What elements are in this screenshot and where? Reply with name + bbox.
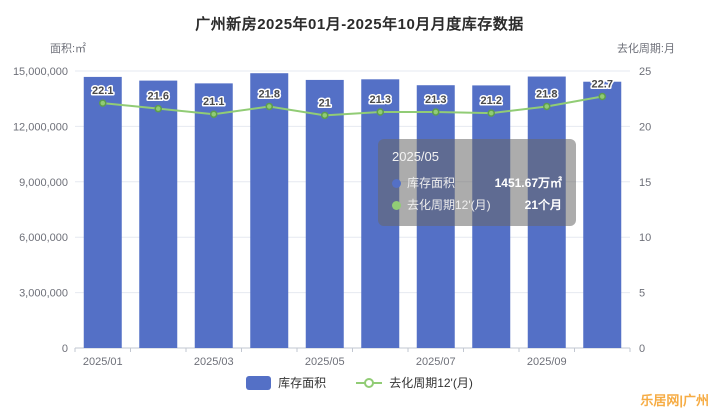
svg-text:2025/03: 2025/03 (194, 356, 234, 368)
chart-legend: 库存面积 去化周期12'(月) (0, 374, 719, 391)
svg-text:20: 20 (639, 121, 651, 133)
bar-series-dot-icon (392, 178, 401, 188)
line-series-dot-icon (392, 200, 401, 210)
svg-text:21.8: 21.8 (259, 88, 280, 100)
legend-label: 去化周期12'(月) (389, 376, 473, 390)
svg-text:21.2: 21.2 (481, 95, 502, 107)
legend-item-destock-cycle[interactable]: 去化周期12'(月) (356, 374, 473, 391)
tooltip-row-label: 库存面积 (392, 172, 455, 194)
svg-text:21.1: 21.1 (203, 96, 224, 108)
tooltip-series-name: 去化周期12'(月) (407, 198, 491, 212)
svg-text:22.7: 22.7 (592, 78, 613, 90)
right-axis-title: 去化周期:月 (616, 43, 675, 55)
tooltip-series-value: 21个月 (524, 198, 562, 212)
svg-text:6,000,000: 6,000,000 (19, 232, 68, 244)
svg-text:15: 15 (639, 177, 651, 189)
chart-title: 广州新房2025年01月-2025年10月月度库存数据 (195, 16, 524, 33)
svg-text:5: 5 (639, 288, 645, 300)
tooltip-row-label: 去化周期12'(月) (392, 194, 491, 216)
bar-series-swatch-icon (246, 375, 272, 390)
tooltip-series-value: 1451.67万㎡ (494, 176, 562, 190)
svg-text:21: 21 (319, 97, 331, 109)
svg-text:21.3: 21.3 (370, 94, 391, 106)
svg-text:21.6: 21.6 (148, 91, 169, 103)
svg-text:22.1: 22.1 (92, 85, 113, 97)
svg-text:15,000,000: 15,000,000 (13, 66, 68, 78)
svg-text:2025/01: 2025/01 (83, 356, 123, 368)
tooltip-row-inventory: 库存面积 1451.67万㎡ (392, 172, 562, 194)
svg-text:0: 0 (639, 343, 645, 355)
left-axis-title: 面积:㎡ (50, 43, 87, 55)
svg-text:2025/07: 2025/07 (416, 356, 456, 368)
svg-text:9,000,000: 9,000,000 (19, 177, 68, 189)
legend-item-inventory-area[interactable]: 库存面积 (246, 374, 326, 391)
svg-text:25: 25 (639, 66, 651, 78)
svg-text:2025/09: 2025/09 (527, 356, 567, 368)
line-series-swatch-icon (356, 377, 383, 388)
tooltip-row-cycle: 去化周期12'(月) 21个月 (392, 194, 562, 216)
svg-text:3,000,000: 3,000,000 (19, 288, 68, 300)
tooltip-title: 2025/05 (392, 149, 439, 164)
watermark: 乐居网|广州 (640, 393, 709, 408)
line-series-marker-icon (364, 377, 375, 388)
tooltip-series-name: 库存面积 (407, 176, 456, 190)
svg-text:2025/05: 2025/05 (305, 356, 345, 368)
legend-label: 库存面积 (278, 376, 327, 390)
svg-text:21.8: 21.8 (536, 88, 557, 100)
svg-text:21.3: 21.3 (425, 94, 446, 106)
svg-text:10: 10 (639, 232, 651, 244)
chart-tooltip: 2025/05 库存面积 1451.67万㎡ 去化周期12'(月) 21个月 (378, 139, 576, 226)
svg-text:0: 0 (62, 343, 68, 355)
svg-text:12,000,000: 12,000,000 (13, 121, 68, 133)
